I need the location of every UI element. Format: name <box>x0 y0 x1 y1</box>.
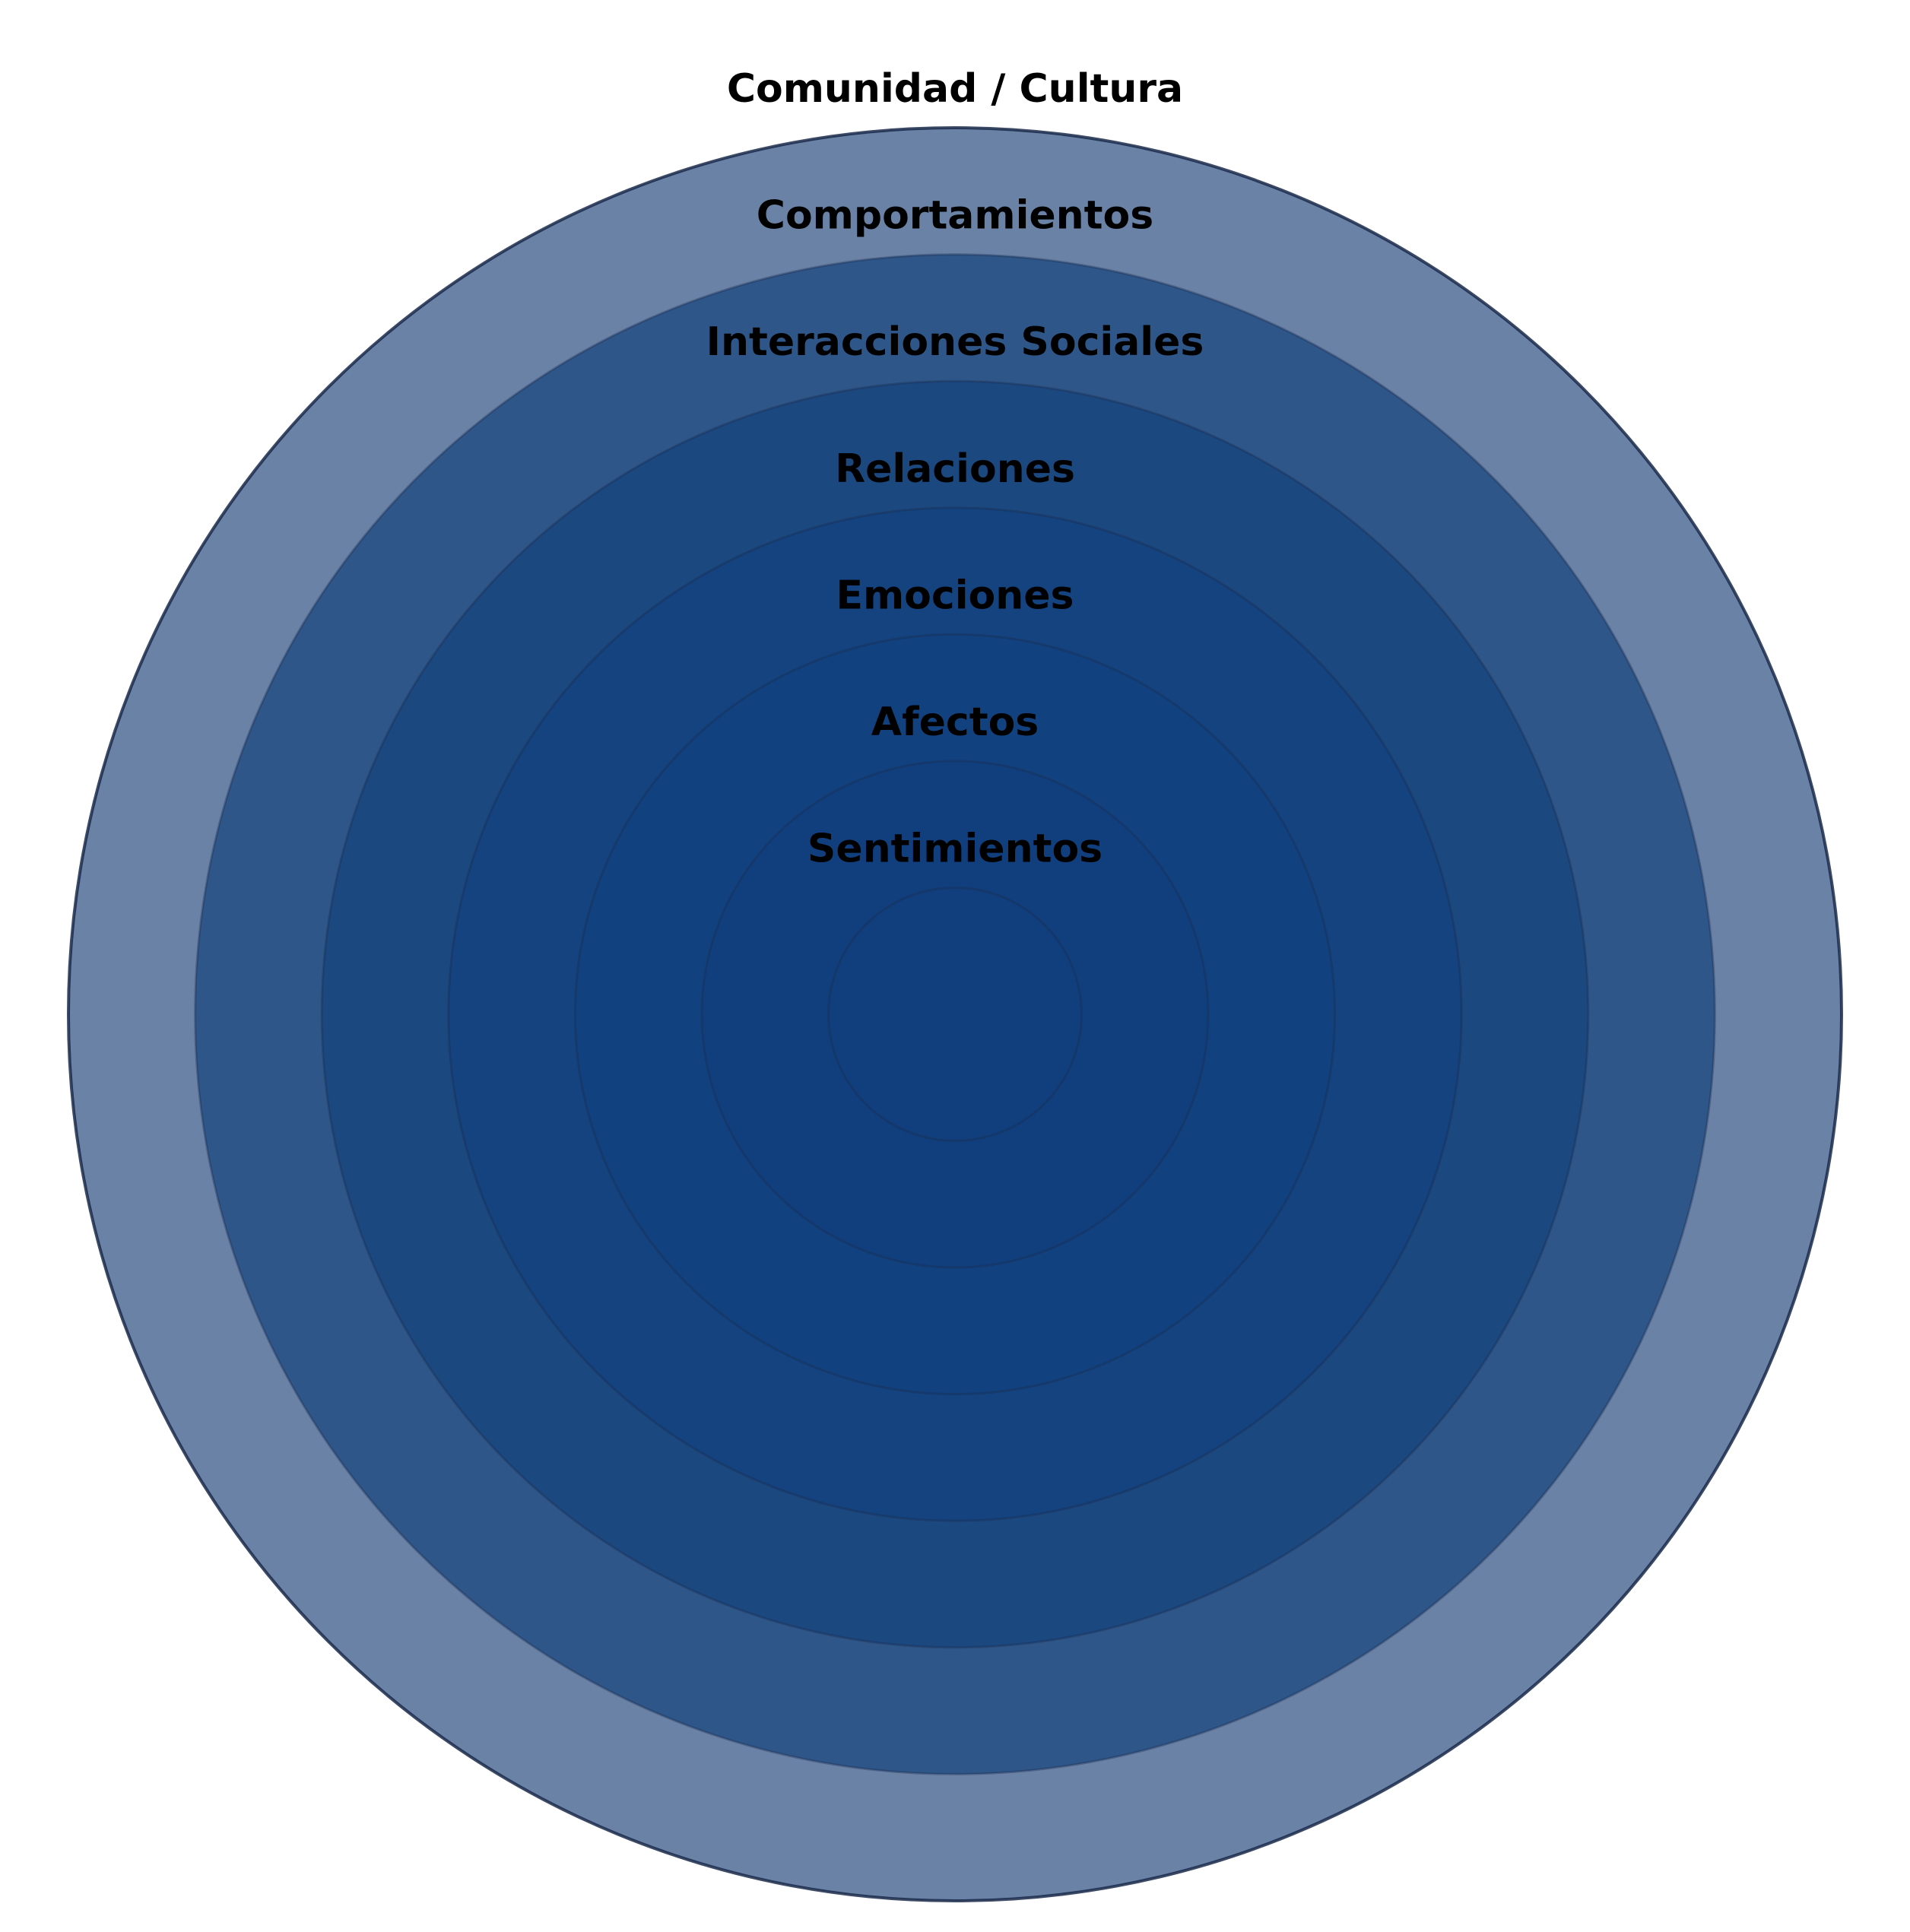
ring-label-6: Afectos <box>871 700 1039 745</box>
ring-label-2: Comportamientos <box>757 193 1153 239</box>
labels-group: Comunidad / Cultura Comportamientos Intera… <box>706 66 1204 872</box>
ring-label-7: Sentimientos <box>807 826 1103 872</box>
rings-group <box>67 126 1843 1902</box>
ring-7 <box>827 887 1083 1142</box>
ring-label-1: Comunidad / Cultura <box>727 66 1183 112</box>
ring-label-3: Interacciones Sociales <box>706 319 1204 365</box>
ring-label-5: Emociones <box>836 573 1074 618</box>
ring-label-4: Relaciones <box>835 446 1075 492</box>
